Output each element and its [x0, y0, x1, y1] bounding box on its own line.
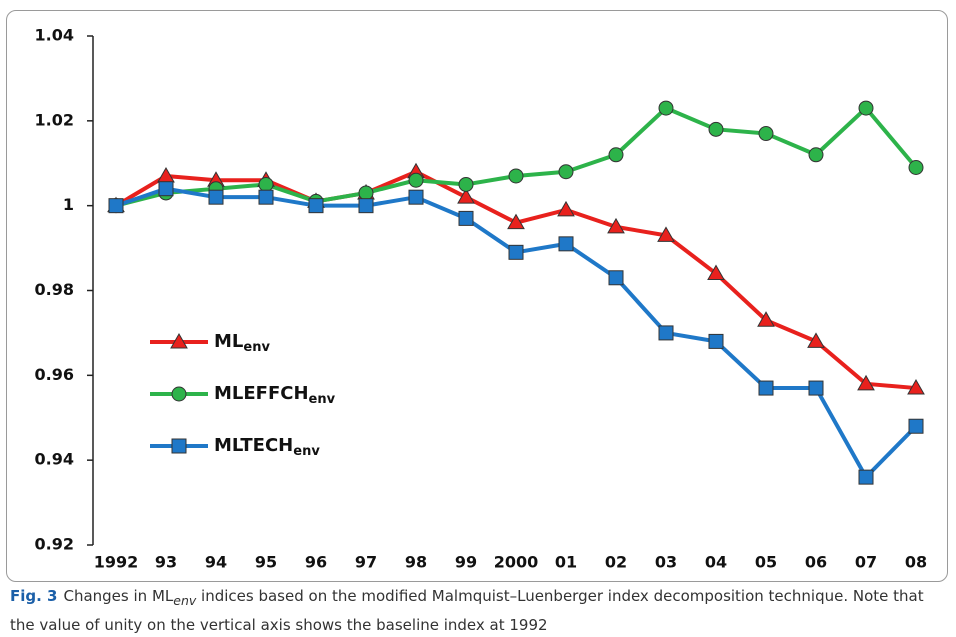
y-tick-label: 1 — [63, 195, 74, 214]
x-tick-label: 01 — [555, 553, 577, 572]
x-tick-label: 02 — [605, 553, 627, 572]
marker — [557, 200, 575, 217]
legend-name: MLEFFCH — [214, 383, 309, 404]
caption-label: Fig. 3 — [10, 587, 58, 605]
x-tick-label: 03 — [655, 553, 677, 572]
legend-name: ML — [214, 331, 243, 352]
y-tick-label: 0.98 — [35, 280, 74, 299]
legend-label: MLTECHenv — [214, 435, 320, 459]
marker — [558, 164, 574, 180]
marker — [908, 418, 924, 434]
x-tick-label: 96 — [305, 553, 327, 572]
marker — [758, 126, 774, 142]
series-line — [114, 169, 917, 391]
x-tick-label: 97 — [355, 553, 377, 572]
chart: 0.92 0.94 0.96 0.98 1 1.02 1.04 1992 93 94 95 96 97 9… — [35, 26, 928, 572]
marker — [170, 332, 188, 349]
legend-name: MLTECH — [214, 435, 293, 456]
y-tick-label: 0.94 — [35, 450, 74, 469]
marker — [858, 100, 874, 116]
marker — [808, 380, 824, 396]
marker — [358, 198, 374, 214]
x-tick-label: 1992 — [94, 553, 139, 572]
marker — [457, 188, 475, 204]
x-tick-label: 07 — [855, 553, 877, 572]
marker — [658, 325, 674, 341]
x-tick-label: 06 — [805, 553, 827, 572]
marker — [658, 100, 674, 116]
marker — [608, 147, 624, 163]
legend-label: MLEFFCHenv — [214, 383, 336, 407]
caption: Fig. 3 Changes in MLenv indices based on … — [10, 584, 940, 637]
marker — [608, 270, 624, 286]
marker — [807, 332, 825, 348]
caption-text: Changes in ML — [63, 587, 174, 605]
x-tick-label: 95 — [255, 553, 277, 572]
legend-subscript: env — [309, 392, 336, 407]
marker — [171, 438, 187, 454]
marker — [171, 386, 187, 402]
marker — [308, 198, 324, 214]
legend-subscript: env — [293, 444, 320, 459]
marker — [158, 181, 174, 197]
marker — [558, 236, 574, 252]
x-tick-label: 2000 — [494, 553, 539, 572]
marker — [508, 168, 524, 184]
marker — [657, 226, 675, 242]
marker — [708, 121, 724, 137]
marker — [408, 189, 424, 205]
marker — [708, 333, 724, 349]
marker — [758, 380, 774, 396]
figure-frame — [6, 10, 948, 582]
y-tick-label: 1.02 — [35, 110, 74, 129]
marker — [508, 244, 524, 260]
marker — [908, 159, 924, 175]
x-tick-label: 94 — [205, 553, 227, 572]
marker — [458, 176, 474, 192]
marker — [707, 264, 725, 281]
marker — [507, 213, 525, 230]
series-line — [115, 106, 918, 208]
x-tick-label: 04 — [705, 553, 727, 572]
marker — [607, 217, 625, 234]
marker — [858, 469, 874, 485]
marker — [208, 189, 224, 205]
legend-subscript: env — [243, 340, 270, 355]
marker — [757, 311, 775, 327]
x-tick-label: 99 — [455, 553, 477, 572]
marker — [907, 379, 925, 395]
y-tick-label: 1.04 — [35, 26, 74, 45]
marker — [857, 374, 875, 391]
x-tick-label: 08 — [905, 553, 927, 572]
marker — [408, 172, 424, 188]
y-tick-label: 0.92 — [35, 535, 74, 554]
marker — [358, 185, 374, 201]
x-tick-label: 05 — [755, 553, 777, 572]
marker — [458, 210, 474, 226]
marker — [108, 198, 124, 214]
caption-subscript: env — [173, 593, 197, 608]
legend-label: MLenv — [214, 331, 270, 355]
marker — [258, 176, 274, 192]
x-tick-label: 93 — [155, 553, 177, 572]
y-tick-label: 0.96 — [35, 365, 74, 384]
caption-text: indices based on the modified Malmquist–… — [10, 587, 924, 634]
x-tick-label: 98 — [405, 553, 427, 572]
marker — [808, 147, 824, 163]
marker — [258, 189, 274, 205]
